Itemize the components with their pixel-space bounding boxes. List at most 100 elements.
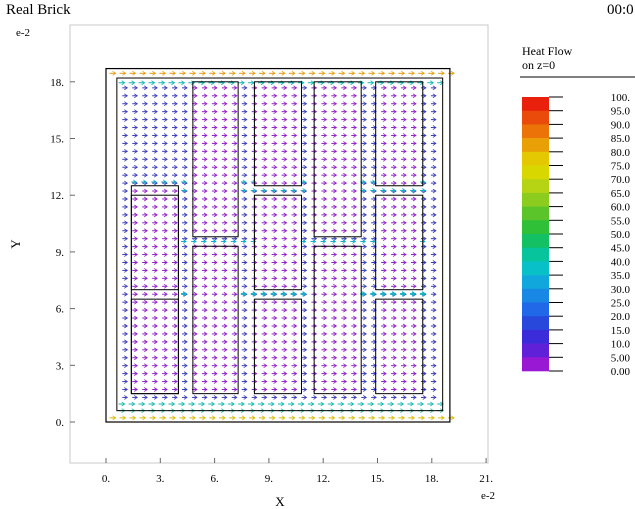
edge-flow-vector-head bbox=[221, 415, 226, 421]
flow-vector-head bbox=[163, 188, 168, 194]
flow-vector-head bbox=[193, 331, 198, 337]
flow-vector-head bbox=[134, 379, 138, 384]
flow-vector-head bbox=[402, 323, 407, 329]
flow-vector-head bbox=[273, 339, 278, 345]
flow-vector-head bbox=[223, 291, 228, 297]
flow-vector-head bbox=[243, 276, 248, 281]
flow-vector-head bbox=[183, 212, 188, 218]
flow-vector-head bbox=[303, 93, 308, 99]
flow-vector-head bbox=[293, 93, 298, 99]
flow-vector-head bbox=[193, 339, 198, 345]
flow-vector-head bbox=[323, 228, 328, 234]
flow-vector-head bbox=[422, 252, 427, 257]
flow-vector-head bbox=[134, 347, 138, 353]
flow-vector-head bbox=[183, 339, 188, 345]
flow-vector-head bbox=[362, 220, 367, 226]
band-flow-vector-head bbox=[141, 401, 146, 407]
flow-vector-head bbox=[382, 156, 387, 162]
gap-flow-vector-head bbox=[381, 292, 386, 297]
flow-vector-head bbox=[163, 323, 168, 329]
flow-vector-head bbox=[223, 204, 228, 210]
flow-vector-head bbox=[203, 307, 208, 313]
flow-vector-head bbox=[173, 315, 178, 321]
flow-vector-head bbox=[183, 172, 188, 178]
flow-vector-head bbox=[263, 149, 268, 154]
flow-vector-head bbox=[323, 133, 328, 138]
flow-vector-head bbox=[223, 371, 228, 376]
edge-flow-vector-head bbox=[122, 415, 127, 421]
flow-vector-head bbox=[223, 117, 228, 122]
flow-vector-head bbox=[392, 283, 397, 289]
y-axis-label: Y bbox=[8, 239, 23, 249]
flow-vector-head bbox=[273, 363, 278, 369]
flow-vector-head bbox=[263, 212, 268, 218]
flow-vector-head bbox=[283, 236, 288, 242]
flow-vector-head bbox=[213, 307, 218, 313]
flow-vector-head bbox=[283, 363, 288, 369]
flow-vector-head bbox=[223, 188, 228, 194]
flow-vector-head bbox=[143, 220, 148, 226]
flow-vector-head bbox=[163, 101, 168, 107]
flow-vector-head bbox=[382, 244, 387, 249]
edge-flow-vector-head bbox=[411, 415, 415, 421]
flow-vector-head bbox=[432, 323, 437, 329]
brick-hole bbox=[253, 298, 302, 395]
flow-vector-head bbox=[353, 260, 357, 265]
flow-vector-head bbox=[163, 244, 168, 249]
flow-vector-head bbox=[213, 188, 218, 194]
flow-vector-head bbox=[422, 347, 427, 353]
flow-vector-head bbox=[163, 164, 168, 170]
flow-vector-head bbox=[193, 133, 198, 138]
flow-vector-head bbox=[193, 101, 198, 107]
flow-vector-head bbox=[412, 268, 417, 273]
flow-vector-head bbox=[303, 212, 308, 218]
flow-vector-head bbox=[293, 260, 298, 265]
flow-vector-head bbox=[382, 299, 387, 305]
legend-swatch bbox=[522, 110, 549, 125]
flow-vector-head bbox=[273, 204, 278, 210]
flow-vector-head bbox=[213, 212, 218, 218]
flow-vector-head bbox=[333, 252, 338, 257]
edge-flow-vector-head bbox=[192, 70, 196, 76]
flow-vector-head bbox=[163, 149, 168, 154]
gap-flow-vector-head bbox=[222, 239, 227, 244]
flow-vector-head bbox=[213, 299, 218, 305]
flow-vector-head bbox=[193, 228, 198, 234]
flow-vector-head bbox=[293, 315, 298, 321]
flow-vector-head bbox=[143, 323, 148, 329]
legend-swatch bbox=[522, 343, 549, 358]
flow-vector-head bbox=[362, 133, 367, 138]
flow-vector-head bbox=[283, 331, 288, 337]
edge-flow-vector-head bbox=[122, 70, 127, 76]
edge-flow-vector-head bbox=[152, 415, 157, 421]
flow-vector-head bbox=[134, 355, 138, 361]
flow-vector-head bbox=[283, 323, 288, 329]
flow-vector-head bbox=[422, 260, 427, 265]
flow-vector-head bbox=[153, 188, 158, 194]
flow-vector-head bbox=[382, 252, 387, 257]
flow-vector-head bbox=[183, 347, 188, 353]
flow-vector-head bbox=[303, 133, 308, 138]
edge-flow-vector-head bbox=[192, 415, 196, 421]
flow-vector-head bbox=[183, 196, 188, 202]
gap-flow-vector-head bbox=[242, 179, 247, 185]
flow-vector-head bbox=[432, 236, 437, 242]
edge-flow-vector-head bbox=[162, 415, 167, 421]
band-flow-vector-head bbox=[320, 401, 325, 407]
flow-vector-head bbox=[343, 180, 348, 186]
flow-vector-head bbox=[412, 85, 417, 91]
flow-vector-head bbox=[333, 220, 338, 226]
y-tick-label: 15. bbox=[50, 134, 64, 146]
flow-vector-head bbox=[293, 196, 298, 202]
flow-vector-head bbox=[362, 156, 367, 162]
flow-vector-head bbox=[213, 228, 218, 234]
gap-flow-vector-head bbox=[302, 179, 307, 185]
flow-vector-head bbox=[402, 172, 407, 178]
flow-vector-head bbox=[163, 379, 168, 384]
flow-vector-head bbox=[293, 228, 298, 234]
flow-vector-head bbox=[343, 236, 348, 242]
flow-vector-head bbox=[233, 212, 238, 218]
x-ticks: 0. 3. 6. 9. 12. 15. 18. 21. bbox=[102, 458, 493, 485]
flow-vector-head bbox=[134, 299, 138, 305]
flow-vector-head bbox=[203, 172, 208, 178]
